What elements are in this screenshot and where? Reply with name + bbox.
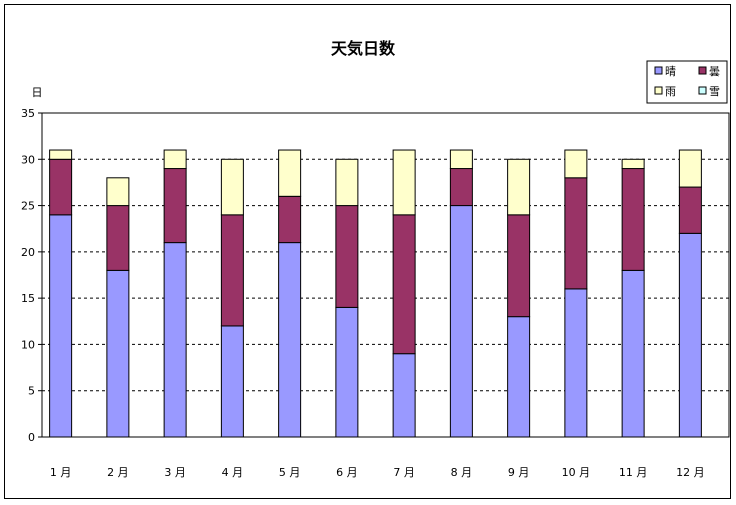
bar-segment-曇-9 <box>507 214 531 318</box>
bar-segment-曇-8 <box>449 168 473 207</box>
y-tick-label: 20 <box>21 246 35 259</box>
bar-segment-曇-7 <box>392 214 416 355</box>
bar-segment-雨-6 <box>335 158 359 207</box>
x-tick-label: 9 月 <box>508 466 530 479</box>
bar-segment-晴-1 <box>49 214 73 438</box>
bar-segment-雨-5 <box>278 149 302 197</box>
bar-segment-曇-1 <box>49 158 73 216</box>
bar-segment-雨-12 <box>678 149 702 188</box>
legend-label: 雪 <box>709 85 720 98</box>
y-axis-ticks: 0 5 10 15 20 25 30 35 <box>21 107 42 444</box>
y-tick-label: 35 <box>21 107 35 120</box>
bar-segment-雨-8 <box>449 149 473 170</box>
bar-segment-曇-4 <box>220 214 244 327</box>
legend: 晴 曇雨 雪 <box>646 60 728 104</box>
x-tick-label: 8 月 <box>451 466 473 479</box>
legend-swatch <box>654 86 663 95</box>
y-tick-label: 5 <box>28 385 35 398</box>
bar-segment-曇-12 <box>678 186 702 234</box>
chart-title: 天気日数 <box>331 39 396 58</box>
legend-swatch <box>654 66 663 75</box>
legend-swatch <box>698 66 707 75</box>
bar-segment-晴-9 <box>507 316 531 438</box>
bar-segment-晴-11 <box>621 269 645 438</box>
legend-label: 雨 <box>665 85 676 98</box>
bar-segment-曇-10 <box>564 177 588 290</box>
bar-segment-晴-10 <box>564 288 588 438</box>
bar-segment-晴-7 <box>392 353 416 438</box>
bar-segment-雨-2 <box>106 177 130 207</box>
bar-segment-雨-1 <box>49 149 73 160</box>
bar-segment-晴-2 <box>106 269 130 438</box>
y-tick-label: 25 <box>21 200 35 213</box>
x-tick-label: 2 月 <box>107 466 129 479</box>
x-tick-label: 12 月 <box>676 466 705 479</box>
bar-segment-雨-11 <box>621 158 645 170</box>
y-tick-label: 10 <box>21 338 35 351</box>
x-axis-ticks: 1 月 2 月 3 月 4 月 5 月 6 月 7 月 8 月 9 月 10 月 11 月 12 月 <box>50 466 705 479</box>
x-tick-label: 3 月 <box>164 466 186 479</box>
grid-lines <box>42 158 729 392</box>
x-tick-label: 1 月 <box>50 466 72 479</box>
bar-segment-雨-3 <box>163 149 187 170</box>
bar-segment-曇-3 <box>163 168 187 244</box>
y-tick-label: 0 <box>28 431 35 444</box>
y-tick-label: 15 <box>21 292 35 305</box>
bar-segment-晴-5 <box>278 242 302 438</box>
y-tick-label: 30 <box>21 153 35 166</box>
y-axis-label: 日 <box>32 86 43 99</box>
bar-segment-雨-10 <box>564 149 588 179</box>
bar-segment-晴-12 <box>678 232 702 438</box>
bar-segment-晴-4 <box>220 325 244 438</box>
bar-segment-晴-6 <box>335 306 359 438</box>
bar-segment-曇-5 <box>278 195 302 244</box>
bar-segment-雨-7 <box>392 149 416 216</box>
legend-swatch <box>698 86 707 95</box>
x-tick-label: 6 月 <box>336 466 358 479</box>
bar-segment-曇-11 <box>621 168 645 271</box>
x-tick-label: 7 月 <box>393 466 415 479</box>
x-tick-label: 11 月 <box>619 466 648 479</box>
bar-segment-雨-4 <box>220 158 244 216</box>
plot-area <box>41 112 730 438</box>
bar-segment-雨-9 <box>507 158 531 216</box>
legend-label: 曇 <box>709 65 720 78</box>
x-tick-label: 10 月 <box>562 466 591 479</box>
x-tick-label: 5 月 <box>279 466 301 479</box>
bar-segment-曇-6 <box>335 205 359 308</box>
bar-segment-晴-3 <box>163 242 187 438</box>
bar-segment-曇-2 <box>106 205 130 271</box>
bars <box>49 149 702 438</box>
legend-label: 晴 <box>665 65 676 78</box>
bar-segment-晴-8 <box>449 205 473 438</box>
x-tick-label: 4 月 <box>222 466 244 479</box>
